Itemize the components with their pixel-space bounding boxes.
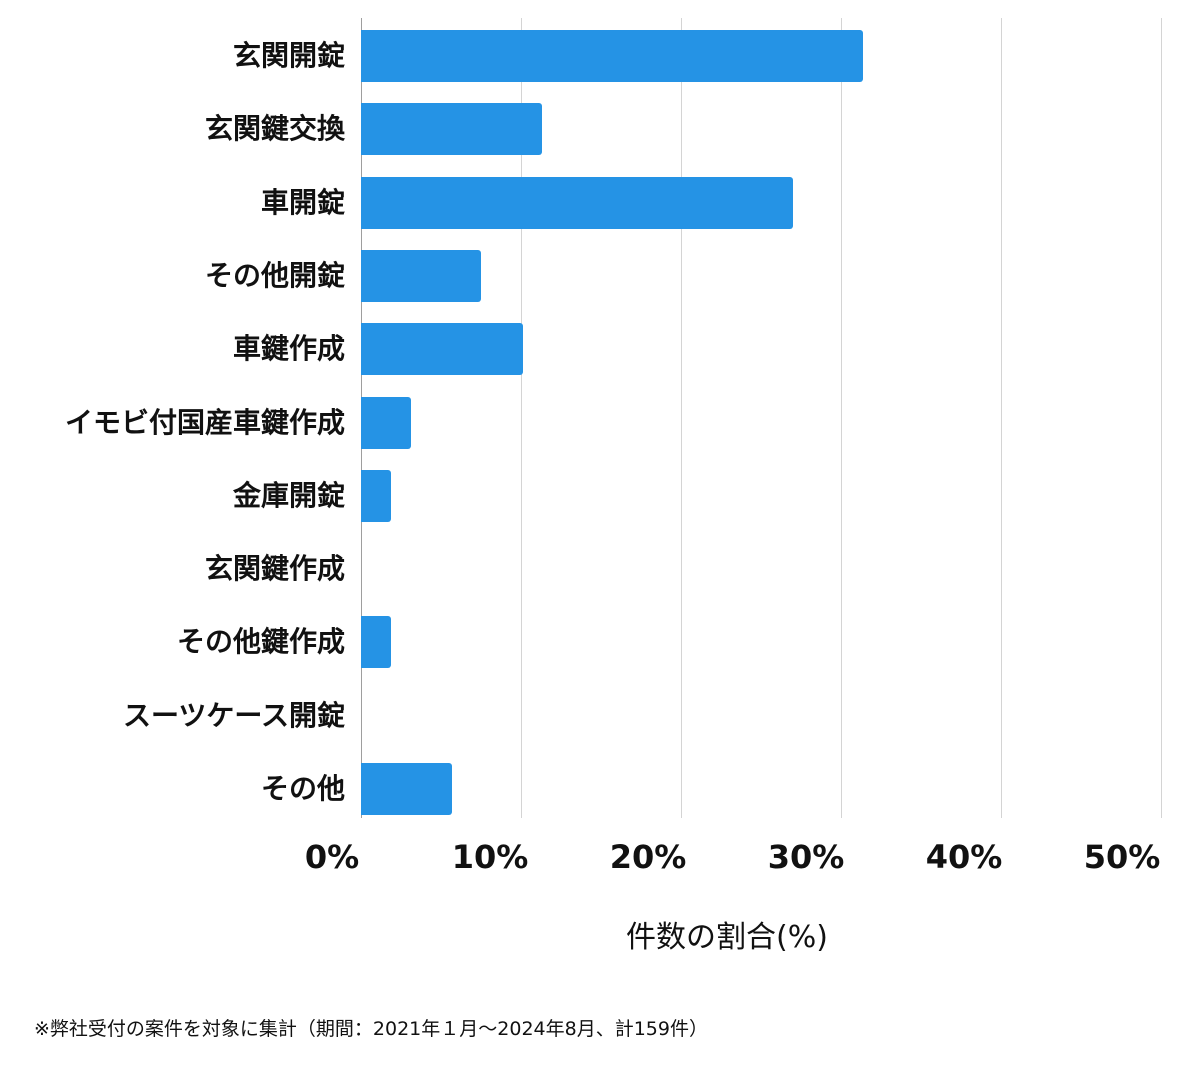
x-axis-title: 件数の割合(%)	[626, 920, 828, 955]
category-label: その他	[260, 772, 345, 805]
bar	[361, 103, 542, 156]
bar	[361, 396, 411, 449]
bar	[361, 249, 481, 302]
category-label: 車開錠	[260, 185, 345, 219]
plot-area	[361, 18, 1163, 818]
gridline-30	[841, 18, 842, 818]
bar	[361, 763, 453, 815]
gridline-40	[1001, 18, 1002, 818]
x-tick-label: 10%	[451, 838, 529, 876]
category-label: イモビ付国産車鍵作成	[64, 405, 345, 439]
x-tick-label: 30%	[767, 838, 845, 876]
gridline-50	[1161, 18, 1162, 818]
bar	[361, 616, 392, 669]
bar	[361, 176, 793, 229]
x-tick-label: 20%	[609, 838, 687, 876]
bar	[361, 323, 523, 376]
category-label: スーツケース開錠	[122, 698, 345, 732]
x-tick-label: 50%	[1083, 838, 1161, 876]
category-label: その他開錠	[204, 258, 345, 292]
category-label: 金庫開錠	[232, 478, 345, 512]
footnote: ※弊社受付の案件を対象に集計（期間：2021年１月〜2024年8月、計159件）	[34, 1018, 708, 1040]
gridline-10	[521, 18, 522, 818]
category-label: 玄関鍵交換	[204, 112, 345, 146]
bar	[361, 30, 864, 82]
category-label: 玄関鍵作成	[204, 552, 345, 586]
x-tick-label: 40%	[925, 838, 1003, 876]
gridline-20	[681, 18, 682, 818]
bar	[361, 469, 392, 522]
x-tick-label: 0%	[304, 838, 360, 876]
category-label: その他鍵作成	[176, 625, 345, 659]
category-label: 車鍵作成	[232, 332, 345, 366]
category-label: 玄関開錠	[232, 39, 345, 72]
